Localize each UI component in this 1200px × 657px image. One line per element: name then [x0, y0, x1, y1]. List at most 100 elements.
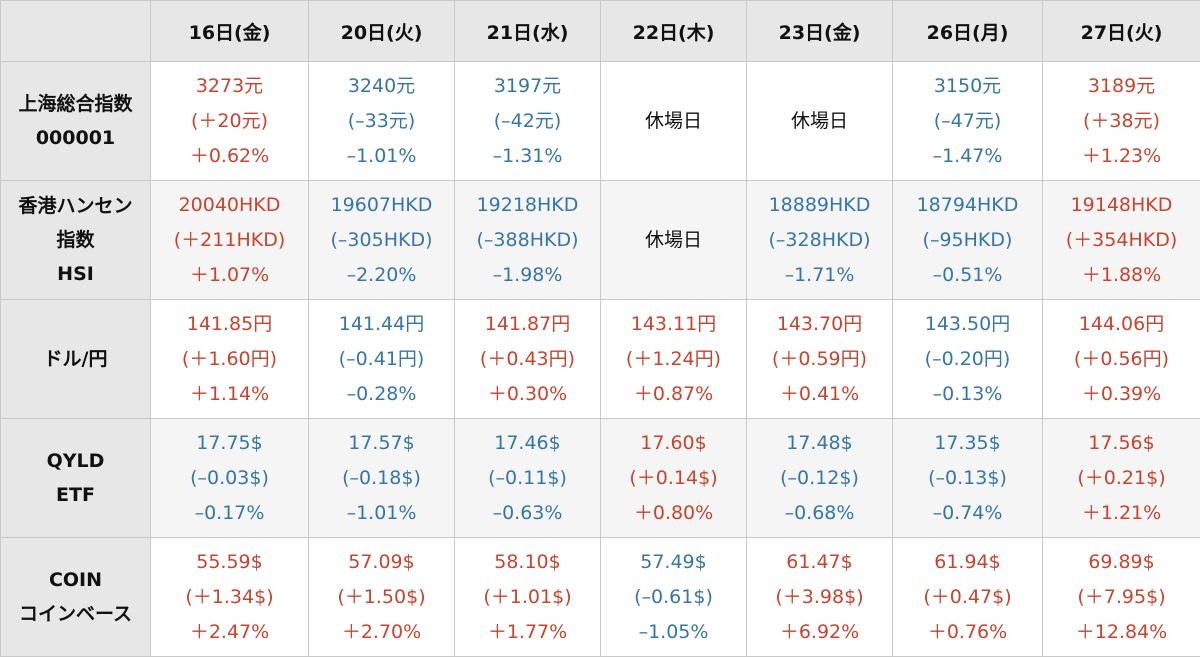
- change-value: (–0.20円): [893, 342, 1042, 377]
- value-cell: 17.56$(＋0.21$)＋1.21%: [1043, 419, 1200, 538]
- change-value: (＋1.01$): [455, 580, 600, 615]
- row-label-line: 香港ハンセン: [1, 189, 150, 223]
- value-cell: 19607HKD(–305HKD)–2.20%: [309, 181, 455, 300]
- price-value: 17.35$: [893, 426, 1042, 461]
- date-header: 20日(火): [309, 1, 455, 62]
- price-value: 17.46$: [455, 426, 600, 461]
- row-label: ドル/円: [1, 300, 151, 419]
- value-cell: 17.75$(–0.03$)–0.17%: [151, 419, 309, 538]
- value-cell: 143.11円(＋1.24円)＋0.87%: [601, 300, 747, 419]
- value-cell: 20040HKD(＋211HKD)＋1.07%: [151, 181, 309, 300]
- price-value: 3189元: [1043, 69, 1200, 104]
- row-label-line: 指数: [1, 223, 150, 257]
- value-cell: 143.70円(＋0.59円)＋0.41%: [747, 300, 893, 419]
- value-cell: 17.48$(–0.12$)–0.68%: [747, 419, 893, 538]
- price-value: 17.56$: [1043, 426, 1200, 461]
- change-value: (–0.61$): [601, 580, 746, 615]
- change-value: (–388HKD): [455, 223, 600, 258]
- value-cell: 61.94$(＋0.47$)＋0.76%: [893, 538, 1043, 657]
- change-percent: ＋1.77%: [455, 615, 600, 650]
- price-value: 143.11円: [601, 307, 746, 342]
- change-value: (–328HKD): [747, 223, 892, 258]
- value-cell: 55.59$(＋1.34$)＋2.47%: [151, 538, 309, 657]
- price-value: 17.48$: [747, 426, 892, 461]
- change-percent: –0.63%: [455, 496, 600, 531]
- row-label-line: COIN: [1, 563, 150, 597]
- change-value: (–0.03$): [151, 461, 308, 496]
- change-value: (–0.13$): [893, 461, 1042, 496]
- price-value: 144.06円: [1043, 307, 1200, 342]
- date-header: 21日(水): [455, 1, 601, 62]
- value-cell: 58.10$(＋1.01$)＋1.77%: [455, 538, 601, 657]
- change-value: (＋1.60円): [151, 342, 308, 377]
- value-cell: 69.89$(＋7.95$)＋12.84%: [1043, 538, 1200, 657]
- value-cell: 17.57$(–0.18$)–1.01%: [309, 419, 455, 538]
- change-percent: –2.20%: [309, 258, 454, 293]
- change-percent: ＋0.80%: [601, 496, 746, 531]
- header-row: 16日(金) 20日(火) 21日(水) 22日(木) 23日(金) 26日(月…: [1, 1, 1200, 62]
- change-percent: ＋0.62%: [151, 139, 308, 174]
- change-percent: –1.01%: [309, 496, 454, 531]
- value-cell: 3240元(–33元)–1.01%: [309, 62, 455, 181]
- value-cell: 19148HKD(＋354HKD)＋1.88%: [1043, 181, 1200, 300]
- value-cell: 3189元(＋38元)＋1.23%: [1043, 62, 1200, 181]
- change-percent: ＋6.92%: [747, 615, 892, 650]
- change-percent: ＋0.76%: [893, 615, 1042, 650]
- change-value: (＋0.56円): [1043, 342, 1200, 377]
- value-cell: 61.47$(＋3.98$)＋6.92%: [747, 538, 893, 657]
- change-value: (–0.18$): [309, 461, 454, 496]
- price-value: 3240元: [309, 69, 454, 104]
- closed-cell: 休場日: [601, 181, 747, 300]
- change-value: (＋0.47$): [893, 580, 1042, 615]
- price-value: 19607HKD: [309, 188, 454, 223]
- value-cell: 141.87円(＋0.43円)＋0.30%: [455, 300, 601, 419]
- price-value: 3197元: [455, 69, 600, 104]
- value-cell: 3273元(＋20元)＋0.62%: [151, 62, 309, 181]
- change-value: (＋0.14$): [601, 461, 746, 496]
- change-value: (＋211HKD): [151, 223, 308, 258]
- row-label-line: コインベース: [1, 597, 150, 631]
- change-percent: –0.13%: [893, 377, 1042, 412]
- closed-cell: 休場日: [601, 62, 747, 181]
- change-percent: –1.31%: [455, 139, 600, 174]
- closed-label: 休場日: [601, 104, 746, 139]
- change-value: (＋1.24円): [601, 342, 746, 377]
- change-percent: –0.28%: [309, 377, 454, 412]
- price-value: 18889HKD: [747, 188, 892, 223]
- change-value: (＋0.59円): [747, 342, 892, 377]
- price-value: 143.50円: [893, 307, 1042, 342]
- price-value: 17.60$: [601, 426, 746, 461]
- price-value: 57.49$: [601, 545, 746, 580]
- change-percent: –1.71%: [747, 258, 892, 293]
- date-header: 27日(火): [1043, 1, 1200, 62]
- price-value: 17.75$: [151, 426, 308, 461]
- change-percent: –0.68%: [747, 496, 892, 531]
- change-percent: –1.98%: [455, 258, 600, 293]
- change-value: (–0.41円): [309, 342, 454, 377]
- price-value: 61.47$: [747, 545, 892, 580]
- change-percent: ＋0.39%: [1043, 377, 1200, 412]
- price-value: 57.09$: [309, 545, 454, 580]
- row-label-line: ETF: [1, 478, 150, 512]
- change-percent: –0.51%: [893, 258, 1042, 293]
- value-cell: 57.49$(–0.61$)–1.05%: [601, 538, 747, 657]
- price-value: 3150元: [893, 69, 1042, 104]
- price-value: 55.59$: [151, 545, 308, 580]
- price-value: 143.70円: [747, 307, 892, 342]
- change-percent: ＋1.23%: [1043, 139, 1200, 174]
- change-percent: ＋1.21%: [1043, 496, 1200, 531]
- row-label-line: HSI: [1, 257, 150, 291]
- change-value: (＋0.43円): [455, 342, 600, 377]
- change-value: (–305HKD): [309, 223, 454, 258]
- value-cell: 18794HKD(–95HKD)–0.51%: [893, 181, 1043, 300]
- corner-cell: [1, 1, 151, 62]
- change-value: (–95HKD): [893, 223, 1042, 258]
- price-value: 141.87円: [455, 307, 600, 342]
